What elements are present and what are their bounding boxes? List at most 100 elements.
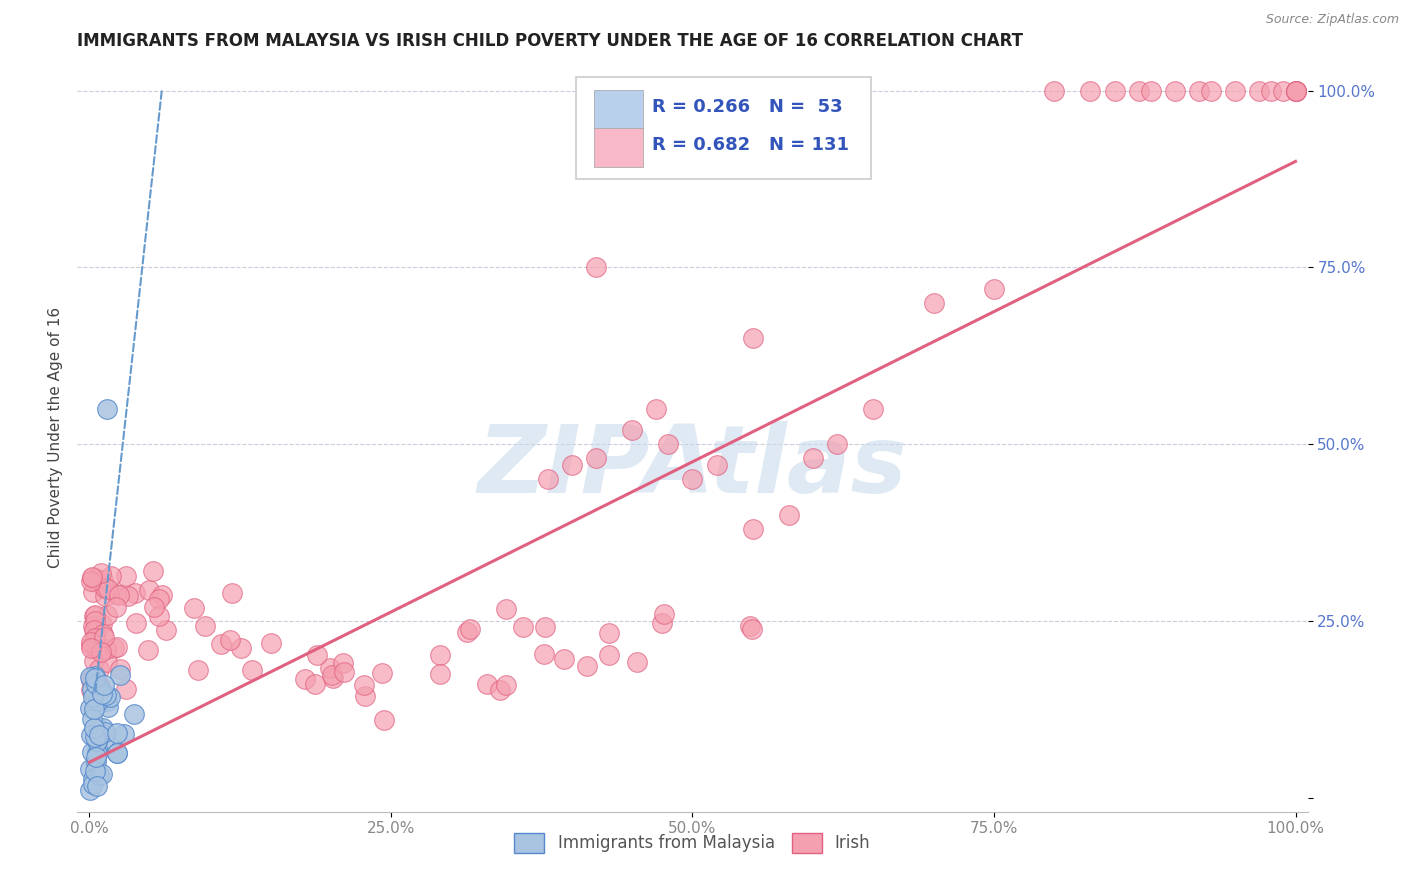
Point — [93, 732, 115, 747]
Point — [82, 690, 104, 704]
Point — [96, 655, 118, 669]
Text: IMMIGRANTS FROM MALAYSIA VS IRISH CHILD POVERTY UNDER THE AGE OF 16 CORRELATION : IMMIGRANTS FROM MALAYSIA VS IRISH CHILD … — [77, 32, 1024, 50]
Point — [621, 423, 644, 437]
Point — [93, 630, 115, 644]
Point — [142, 599, 165, 614]
Point — [1164, 84, 1187, 98]
Point — [1043, 84, 1066, 98]
Point — [1272, 84, 1295, 98]
Point — [429, 648, 451, 662]
Point — [626, 655, 648, 669]
Point — [354, 690, 377, 704]
Point — [84, 678, 107, 692]
Point — [79, 683, 101, 698]
Point — [100, 569, 122, 583]
Point — [82, 673, 104, 687]
Point — [87, 662, 110, 676]
Point — [657, 437, 679, 451]
Point — [91, 767, 114, 781]
Point — [598, 648, 620, 662]
Point — [148, 591, 170, 606]
Point — [86, 756, 108, 770]
Point — [115, 568, 138, 582]
Point — [1139, 84, 1161, 98]
Point — [97, 582, 120, 597]
Point — [82, 619, 104, 633]
Point — [87, 678, 110, 692]
Point — [706, 458, 728, 473]
Point — [82, 585, 104, 599]
Point — [495, 678, 517, 692]
Point — [79, 670, 101, 684]
Point — [83, 764, 105, 778]
Point — [332, 665, 354, 680]
Point — [319, 661, 342, 675]
Point — [682, 473, 704, 487]
Point — [371, 665, 394, 680]
Point — [84, 732, 107, 747]
Point — [87, 768, 110, 782]
Point — [105, 747, 128, 761]
Point — [117, 589, 139, 603]
Point — [83, 654, 105, 668]
Point — [307, 648, 329, 662]
Point — [183, 601, 205, 615]
Point — [801, 451, 824, 466]
Point — [107, 588, 129, 602]
Point — [456, 625, 478, 640]
Point — [112, 727, 135, 741]
Point — [104, 587, 127, 601]
Point — [475, 677, 498, 691]
Point — [84, 625, 107, 640]
Point — [83, 608, 105, 623]
Point — [83, 615, 105, 629]
Point — [96, 401, 118, 416]
FancyBboxPatch shape — [575, 78, 870, 178]
Point — [304, 677, 326, 691]
Point — [79, 639, 101, 653]
Point — [125, 615, 148, 630]
Point — [1284, 84, 1306, 98]
Point — [585, 451, 607, 466]
Point — [1188, 84, 1211, 98]
Point — [86, 572, 108, 586]
Point — [740, 619, 762, 633]
Point — [654, 607, 676, 622]
Point — [862, 401, 884, 416]
Point — [83, 624, 105, 638]
Point — [585, 260, 607, 275]
Point — [80, 728, 103, 742]
Point — [124, 586, 146, 600]
Point — [93, 678, 115, 692]
Point — [136, 643, 159, 657]
Point — [84, 607, 107, 622]
Point — [332, 657, 354, 671]
Point — [79, 762, 101, 776]
Point — [561, 458, 583, 473]
Point — [89, 728, 111, 742]
Point — [534, 620, 557, 634]
Point — [1260, 84, 1282, 98]
Point — [983, 282, 1005, 296]
Point — [83, 671, 105, 685]
Point — [533, 647, 555, 661]
Point — [96, 694, 118, 708]
Point — [598, 626, 620, 640]
Point — [495, 602, 517, 616]
Point — [1284, 84, 1306, 98]
Point — [84, 669, 107, 683]
Point — [79, 635, 101, 649]
Point — [86, 698, 108, 713]
Point — [96, 688, 118, 702]
Point — [512, 620, 534, 634]
Point — [82, 671, 104, 685]
Point — [97, 699, 120, 714]
Point — [187, 663, 209, 677]
Point — [138, 583, 160, 598]
Point — [83, 702, 105, 716]
Point — [553, 652, 575, 666]
Point — [90, 645, 112, 659]
Text: R = 0.266   N =  53: R = 0.266 N = 53 — [652, 98, 842, 116]
Point — [105, 600, 128, 615]
Text: Source: ZipAtlas.com: Source: ZipAtlas.com — [1265, 13, 1399, 27]
